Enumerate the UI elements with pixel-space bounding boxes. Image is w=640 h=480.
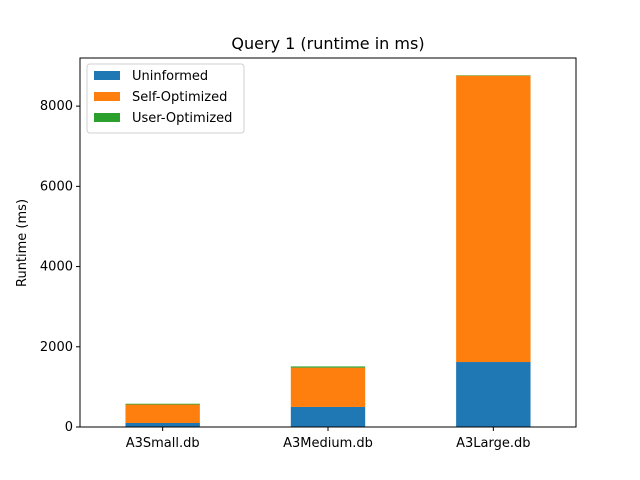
y-axis-label: Runtime (ms)	[15, 199, 30, 287]
x-tick-label: A3Medium.db	[283, 436, 373, 451]
bar-uninformed-0	[125, 422, 200, 427]
y-tick-label: 4000	[40, 260, 73, 275]
x-tick-label: A3Large.db	[456, 436, 530, 451]
axes-group: 0 2000 4000 6000 8000 A3Small.db A3Medium.db A3…	[40, 57, 577, 451]
chart-title: Query 1 (runtime in ms)	[231, 34, 424, 53]
legend: Uninformed Self-Optimized User-Optimized	[86, 63, 245, 134]
bar-uninformed-1	[290, 406, 366, 427]
legend-label: Self-Optimized	[132, 90, 227, 105]
legend-swatch-user-optimized	[94, 113, 120, 122]
bar-self-optimized-1	[290, 367, 366, 407]
legend-label: Uninformed	[132, 69, 208, 84]
y-tick-label: 6000	[40, 179, 73, 194]
legend-frame	[86, 63, 245, 134]
bar-user-optimized-0	[125, 403, 200, 405]
legend-swatch-self-optimized	[94, 92, 120, 101]
legend-swatch-uninformed	[94, 71, 120, 80]
y-tick-label: 0	[65, 420, 73, 435]
x-tick-label: A3Small.db	[126, 436, 200, 451]
bar-self-optimized-0	[125, 404, 200, 423]
bar-uninformed-2	[456, 362, 531, 427]
legend-label: User-Optimized	[132, 111, 232, 126]
bar-user-optimized-1	[290, 366, 366, 368]
y-tick-label: 8000	[40, 99, 73, 114]
bars-group	[125, 75, 531, 427]
bar-self-optimized-2	[456, 75, 531, 363]
y-tick-label: 2000	[40, 340, 73, 355]
